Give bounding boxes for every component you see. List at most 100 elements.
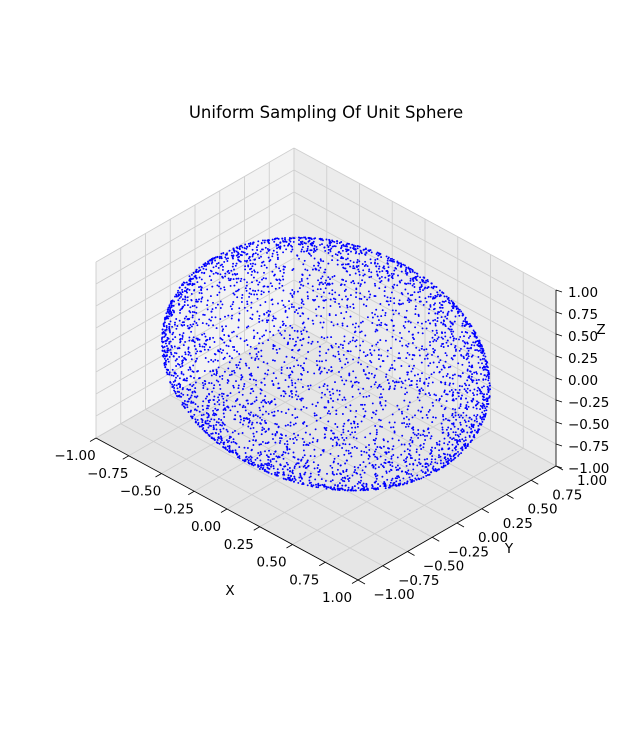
scatter-point: [386, 328, 389, 331]
scatter-point: [341, 487, 344, 490]
scatter-point: [316, 364, 319, 367]
scatter-point: [189, 280, 192, 283]
scatter-point: [377, 466, 380, 469]
scatter-point: [269, 453, 272, 456]
scatter-point: [278, 387, 281, 389]
scatter-point: [417, 373, 419, 376]
scatter-point: [447, 345, 450, 347]
scatter-point: [325, 279, 327, 282]
scatter-point: [444, 381, 447, 384]
scatter-point: [241, 375, 244, 378]
scatter-point: [308, 442, 311, 445]
scatter-point: [488, 373, 491, 376]
scatter-point: [293, 465, 296, 468]
z-tick-mark: [555, 443, 563, 447]
scatter-point: [407, 378, 410, 381]
scatter-point: [271, 303, 274, 306]
scatter-point: [489, 384, 491, 387]
scatter-point: [261, 468, 264, 471]
scatter-point: [249, 392, 252, 395]
scatter-point: [249, 427, 252, 430]
scatter-point: [479, 358, 482, 361]
scatter-point: [407, 282, 410, 285]
scatter-point: [207, 422, 210, 425]
scatter-point: [401, 382, 404, 385]
scatter-point: [260, 355, 263, 358]
z-tick-label: 0.75: [568, 307, 598, 323]
scatter-point: [336, 323, 339, 326]
scatter-point: [388, 387, 391, 390]
scatter-point: [282, 271, 285, 274]
scatter-point: [466, 379, 469, 382]
scatter-point: [465, 414, 468, 417]
scatter-point: [280, 368, 283, 371]
scatter-point: [205, 343, 207, 346]
scatter-point: [303, 326, 306, 329]
scatter-point: [230, 373, 233, 376]
scatter-point: [394, 384, 397, 387]
scatter-point: [179, 383, 182, 386]
scatter-point: [342, 428, 345, 431]
scatter-point: [436, 366, 439, 368]
scatter-point: [337, 350, 340, 353]
scatter-point: [232, 438, 235, 441]
scatter-point: [219, 264, 222, 267]
scatter-point: [282, 457, 285, 460]
scatter-point: [404, 282, 406, 285]
scatter-point: [451, 301, 454, 304]
scatter-point: [430, 471, 433, 474]
scatter-point: [450, 343, 453, 346]
scatter-point: [193, 345, 196, 347]
scatter-point: [393, 359, 396, 362]
scatter-point: [181, 335, 184, 338]
scatter-point: [338, 389, 341, 392]
scatter-point: [185, 358, 187, 361]
scatter-point: [232, 249, 235, 252]
scatter-point: [298, 307, 301, 310]
scatter-point: [174, 379, 177, 382]
scatter-point: [410, 370, 413, 373]
scatter-point: [440, 395, 443, 398]
scatter-point: [439, 459, 442, 462]
scatter-point: [436, 312, 439, 315]
scatter-point: [279, 270, 282, 272]
scatter-point: [183, 317, 186, 320]
scatter-point: [445, 393, 448, 396]
scatter-point: [176, 387, 179, 390]
scatter-point: [281, 237, 284, 240]
scatter-point: [307, 297, 309, 300]
scatter-point: [328, 292, 331, 295]
scatter-point: [342, 266, 345, 269]
scatter-point: [200, 292, 203, 295]
scatter-point: [312, 437, 315, 440]
scatter-point: [252, 289, 254, 292]
scatter-point: [177, 293, 180, 296]
scatter-point: [320, 370, 323, 373]
scatter-point: [452, 339, 455, 342]
scatter-point: [408, 463, 411, 466]
scatter-point: [343, 340, 346, 343]
scatter-point: [345, 280, 347, 283]
scatter-point: [339, 284, 342, 287]
scatter-point: [215, 372, 218, 375]
scatter-point: [453, 453, 456, 456]
scatter-point: [382, 265, 385, 268]
scatter-point: [198, 345, 201, 348]
scatter-point: [259, 459, 262, 462]
scatter-point: [398, 476, 401, 479]
scatter-point: [379, 252, 381, 255]
scatter-point: [406, 391, 408, 394]
scatter-point: [178, 319, 181, 322]
z-tick-mark: [555, 333, 563, 337]
scatter-point: [186, 324, 189, 327]
scatter-point: [466, 342, 469, 345]
scatter-point: [474, 335, 477, 338]
scatter-point: [248, 292, 251, 295]
scatter-point: [248, 440, 251, 443]
scatter-point: [245, 289, 248, 292]
scatter-point: [278, 246, 281, 249]
scatter-point: [340, 257, 342, 260]
scatter-point: [260, 381, 263, 384]
scatter-point: [242, 404, 245, 407]
scatter-point: [319, 281, 322, 284]
